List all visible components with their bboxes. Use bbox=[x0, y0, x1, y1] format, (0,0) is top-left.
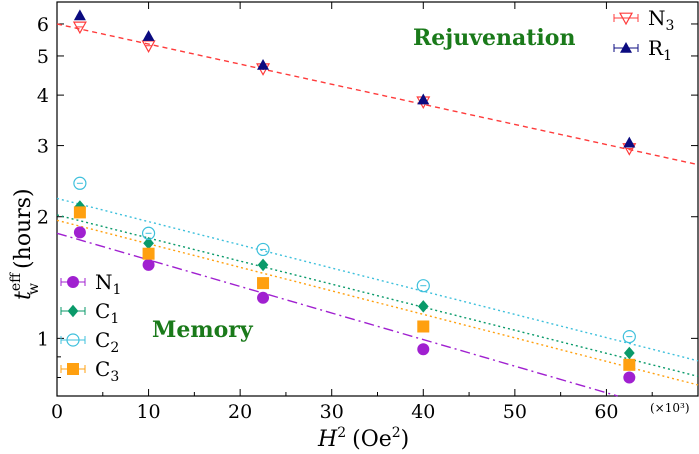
x-scale-note: (×10³) bbox=[650, 401, 690, 415]
legend-entry: N3 bbox=[613, 6, 674, 34]
y-axis-label-var: t bbox=[11, 291, 36, 300]
legend-marker bbox=[67, 363, 79, 375]
legend-label-sub: 3 bbox=[110, 369, 119, 385]
legend-label: C2 bbox=[95, 328, 119, 356]
legend-label: N1 bbox=[95, 270, 121, 298]
annotation-memory: Memory bbox=[152, 317, 254, 343]
data-point bbox=[73, 226, 86, 239]
legend-marker bbox=[67, 304, 79, 318]
data-point bbox=[417, 300, 429, 313]
x-tick-label: 10 bbox=[136, 401, 160, 423]
legend-marker bbox=[66, 333, 80, 347]
legend-label-name: N bbox=[95, 270, 113, 294]
legend-marker bbox=[67, 276, 79, 288]
legend-label-name: C bbox=[95, 357, 110, 381]
legend-label: N3 bbox=[648, 6, 674, 34]
y-tick-label: 1 bbox=[37, 328, 49, 350]
y-tick-label: 4 bbox=[37, 85, 49, 107]
fit-line bbox=[56, 23, 699, 166]
data-point bbox=[141, 40, 156, 53]
legend-entry: R1 bbox=[613, 36, 672, 64]
y-tick-label: 6 bbox=[37, 14, 49, 36]
y-axis-label-sub: w bbox=[26, 283, 42, 295]
legend-marker bbox=[618, 12, 634, 26]
y-tick-label: 2 bbox=[37, 207, 49, 229]
data-point bbox=[417, 93, 430, 105]
data-point bbox=[257, 258, 269, 272]
data-point bbox=[623, 136, 636, 148]
y-tick-label: 5 bbox=[37, 46, 49, 68]
legend-label-name: C bbox=[95, 328, 110, 352]
x-tick-label: 40 bbox=[411, 401, 435, 423]
y-axis-label: teff w (hours) bbox=[8, 188, 42, 300]
data-point bbox=[257, 291, 270, 304]
x-tick-label: 0 bbox=[51, 401, 63, 423]
legend-label-sub: 2 bbox=[110, 340, 119, 356]
legend-label-name: C bbox=[95, 299, 110, 323]
data-point bbox=[257, 277, 270, 290]
y-tick-label: 3 bbox=[37, 136, 49, 158]
x-axis-label-units: (Oe bbox=[352, 427, 392, 452]
x-tick-label: 60 bbox=[594, 401, 618, 423]
x-tick-label: 30 bbox=[320, 401, 344, 423]
legend-label-name: N bbox=[648, 6, 666, 30]
data-point bbox=[623, 358, 636, 371]
annotation-rejuvenation: Rejuvenation bbox=[413, 25, 575, 51]
x-axis-label: H2 (Oe2) bbox=[317, 425, 409, 452]
legend-entry: N1 bbox=[60, 270, 121, 298]
fit-line bbox=[56, 214, 699, 378]
fit-line bbox=[56, 219, 699, 386]
legend-label: R1 bbox=[648, 36, 672, 64]
legend-label-sub: 3 bbox=[666, 18, 675, 34]
legend-label: C3 bbox=[95, 357, 119, 385]
x-axis-label-units-sup: 2 bbox=[392, 425, 401, 441]
legend-entry: C1 bbox=[60, 299, 119, 327]
legend-marker bbox=[620, 42, 632, 53]
data-point bbox=[142, 258, 155, 271]
data-point bbox=[73, 206, 86, 219]
data-point bbox=[416, 279, 430, 293]
data-point bbox=[72, 21, 87, 35]
data-point bbox=[257, 58, 270, 70]
data-point bbox=[256, 242, 270, 257]
fit-line bbox=[56, 232, 618, 397]
data-point bbox=[73, 9, 86, 21]
legend-label-sub: 1 bbox=[113, 282, 122, 298]
x-axis-label-var: H bbox=[317, 427, 338, 452]
data-point bbox=[142, 247, 155, 260]
x-tick-label: 50 bbox=[503, 401, 527, 423]
data-point bbox=[622, 330, 636, 344]
legend-label-name: R bbox=[648, 36, 664, 60]
data-point bbox=[141, 226, 156, 240]
y-axis-label-sup: eff bbox=[8, 272, 24, 291]
legend-entry: C3 bbox=[60, 357, 119, 385]
data-point bbox=[623, 346, 635, 360]
legend-label: C1 bbox=[95, 299, 119, 327]
x-axis-label-sup: 2 bbox=[337, 425, 346, 441]
data-point bbox=[417, 320, 430, 333]
legend-label-sub: 1 bbox=[110, 311, 119, 327]
data-point bbox=[142, 30, 155, 41]
x-axis-label-units-end: ) bbox=[401, 427, 410, 452]
data-point bbox=[73, 176, 87, 190]
y-axis-label-units: (hours) bbox=[11, 188, 36, 269]
data-point bbox=[143, 236, 154, 250]
data-point bbox=[417, 343, 430, 356]
data-point bbox=[623, 371, 636, 384]
legend-entry: C2 bbox=[60, 328, 119, 356]
x-tick-label: 20 bbox=[228, 401, 252, 423]
fit-line bbox=[56, 197, 699, 362]
legend-label-sub: 1 bbox=[663, 48, 672, 64]
